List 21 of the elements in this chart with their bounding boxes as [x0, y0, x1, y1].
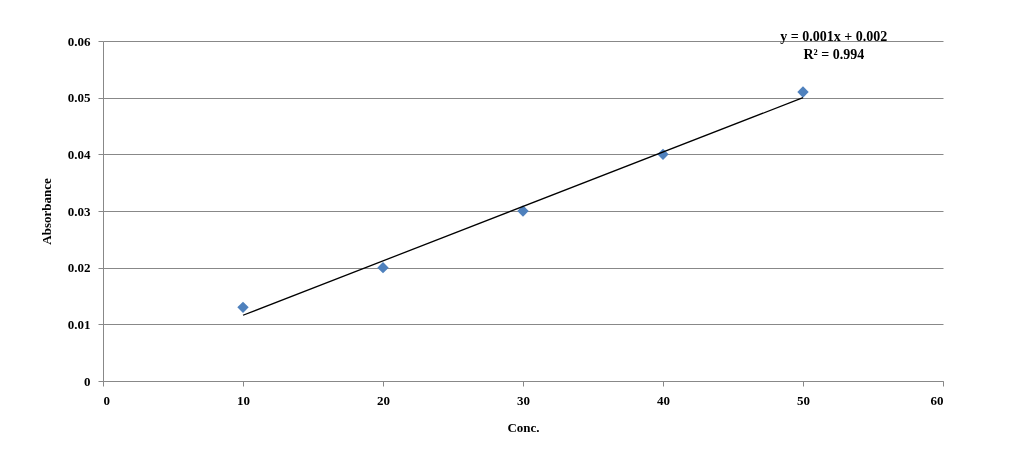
y-tick-label: 0.02 — [67, 260, 91, 276]
x-tick-label: 60 — [930, 392, 944, 408]
point — [377, 261, 389, 274]
point — [797, 86, 809, 98]
y-tick-label: 0.04 — [67, 146, 91, 162]
y-tick-label: 0.03 — [67, 203, 91, 219]
point — [237, 301, 249, 314]
y-axis-title: Absorbance — [38, 178, 54, 245]
annotation: y = 0.001x + 0.002 — [780, 29, 888, 44]
y-tick-label: 0.01 — [67, 316, 91, 332]
x-tick-label: 0 — [103, 392, 110, 408]
x-tick-label: 10 — [237, 392, 250, 408]
annotation: R² = 0.994 — [803, 47, 865, 62]
x-tick-label: 50 — [797, 392, 810, 408]
x-tick-label: 40 — [657, 392, 670, 408]
y-tick-label: 0.05 — [67, 90, 91, 106]
y-tick-label: 0.06 — [67, 33, 91, 49]
x-tick-label: 30 — [517, 392, 530, 408]
x-tick-label: 20 — [377, 392, 390, 408]
x-axis-title: Conc. — [507, 419, 540, 435]
y-tick-label: 0 — [84, 373, 91, 389]
